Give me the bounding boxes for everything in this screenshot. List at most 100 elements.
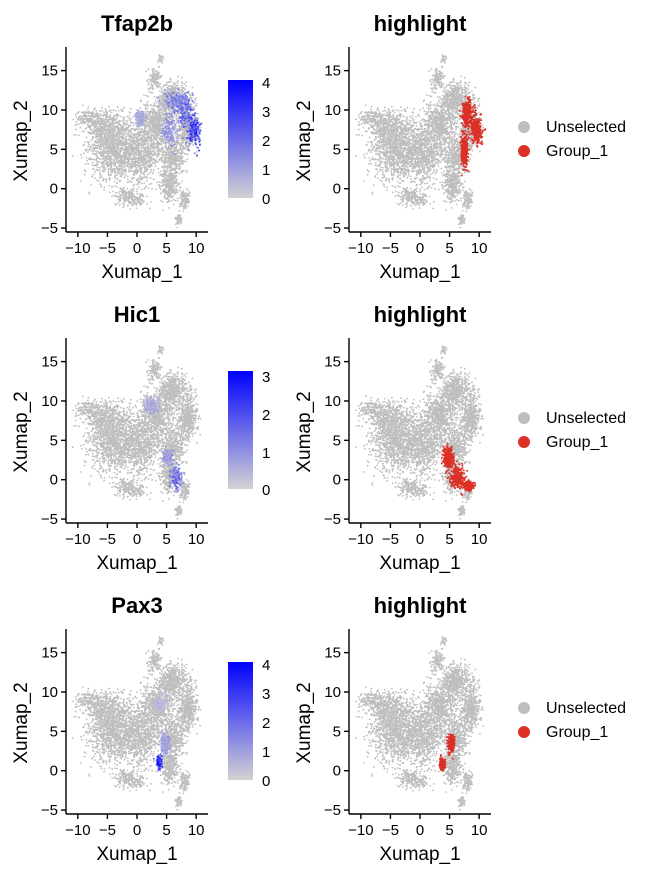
cell-point bbox=[96, 169, 99, 172]
cell-point bbox=[107, 168, 110, 171]
cell-point bbox=[84, 141, 86, 144]
cell-point bbox=[112, 116, 115, 118]
cell-point bbox=[93, 140, 96, 143]
cell-point bbox=[185, 81, 188, 84]
cell-point bbox=[124, 137, 126, 140]
cell-point bbox=[147, 68, 150, 70]
cell-point bbox=[133, 141, 136, 144]
cell-point bbox=[180, 195, 183, 198]
cell-point bbox=[85, 111, 87, 113]
cell-point bbox=[78, 134, 80, 137]
cell-point bbox=[141, 178, 144, 181]
cell-point bbox=[116, 174, 118, 177]
cell-point bbox=[104, 133, 107, 136]
cell-point bbox=[105, 179, 107, 181]
cell-point bbox=[124, 127, 127, 130]
cell-point bbox=[85, 162, 87, 165]
cell-point bbox=[106, 140, 109, 143]
cell-point bbox=[173, 194, 176, 197]
panel-title-highlight-2: highlight bbox=[374, 302, 468, 327]
cell-point bbox=[177, 163, 179, 166]
cell-point bbox=[181, 180, 183, 183]
cell-point bbox=[153, 117, 156, 120]
cell-point bbox=[136, 146, 139, 148]
cell-point bbox=[165, 145, 167, 148]
cell-point bbox=[166, 166, 169, 169]
cell-point bbox=[129, 163, 132, 166]
cell-point bbox=[91, 164, 94, 167]
cell-point bbox=[165, 177, 168, 180]
cell-point bbox=[161, 185, 163, 187]
cell-point bbox=[119, 164, 122, 166]
cell-point bbox=[126, 133, 129, 135]
y-axis-label-1: Xumap_2 bbox=[11, 100, 32, 181]
cell-point bbox=[174, 199, 177, 202]
cell-point bbox=[172, 146, 175, 148]
cell-point bbox=[121, 172, 124, 175]
cell-point bbox=[105, 160, 108, 163]
cell-point bbox=[82, 118, 84, 121]
cell-point bbox=[138, 141, 141, 144]
cell-point bbox=[187, 153, 189, 156]
colorbar-tick-label: 1 bbox=[262, 744, 270, 761]
cell-point bbox=[104, 151, 107, 154]
cell-point bbox=[108, 105, 110, 108]
cell-point bbox=[129, 143, 132, 146]
cell-point bbox=[152, 143, 155, 146]
cell-point bbox=[156, 97, 159, 100]
cell-point bbox=[169, 77, 172, 80]
cell-point bbox=[164, 189, 167, 192]
cell-point bbox=[90, 139, 93, 142]
cell-point bbox=[116, 127, 118, 129]
cell-point bbox=[103, 123, 105, 126]
cell-point bbox=[130, 134, 133, 136]
cell-point bbox=[97, 128, 99, 131]
cell-point bbox=[153, 109, 156, 112]
cell-point bbox=[162, 154, 165, 157]
cell-point bbox=[88, 193, 91, 195]
cell-point bbox=[93, 149, 96, 152]
cell-point bbox=[97, 123, 100, 126]
cell-point bbox=[165, 191, 168, 194]
cell-point bbox=[94, 120, 97, 123]
cell-point bbox=[191, 106, 194, 109]
cell-point bbox=[99, 124, 101, 127]
cell-point bbox=[138, 158, 141, 160]
cell-point bbox=[168, 158, 171, 161]
cell-point bbox=[153, 137, 156, 139]
cell-point bbox=[122, 126, 125, 129]
cell-point bbox=[168, 185, 170, 187]
cell-point bbox=[168, 173, 171, 176]
cell-point bbox=[131, 136, 133, 139]
cell-point bbox=[193, 98, 196, 100]
y-axis-label-6: Xumap_2 bbox=[294, 682, 315, 763]
cell-point bbox=[173, 84, 176, 87]
cell-point bbox=[126, 181, 129, 183]
cell-point bbox=[158, 109, 161, 112]
colorbar-tick-label: 0 bbox=[262, 482, 270, 499]
cell-point bbox=[77, 110, 80, 113]
cell-point bbox=[130, 107, 132, 110]
cell-point bbox=[95, 150, 97, 153]
cell-point bbox=[103, 161, 105, 164]
cell-point bbox=[106, 133, 108, 136]
cell-point bbox=[175, 178, 178, 181]
cell-point bbox=[112, 109, 115, 111]
x-axis-label-1: Xumap_1 bbox=[101, 262, 182, 283]
cell-point bbox=[96, 146, 99, 149]
panel-title-tfap2b: Tfap2b bbox=[101, 11, 173, 36]
cell-point bbox=[148, 159, 151, 162]
cell-point bbox=[171, 89, 174, 92]
cell-point bbox=[139, 143, 142, 146]
cell-point bbox=[169, 180, 172, 183]
cell-point bbox=[133, 155, 136, 158]
cell-point bbox=[153, 138, 156, 141]
cell-point bbox=[128, 111, 131, 114]
cell-point bbox=[103, 188, 105, 191]
cell-point bbox=[130, 177, 133, 180]
cell-point bbox=[152, 88, 155, 90]
cell-point bbox=[147, 125, 150, 128]
cell-point bbox=[105, 128, 107, 131]
cell-point bbox=[93, 173, 95, 176]
cell-point bbox=[144, 138, 147, 141]
